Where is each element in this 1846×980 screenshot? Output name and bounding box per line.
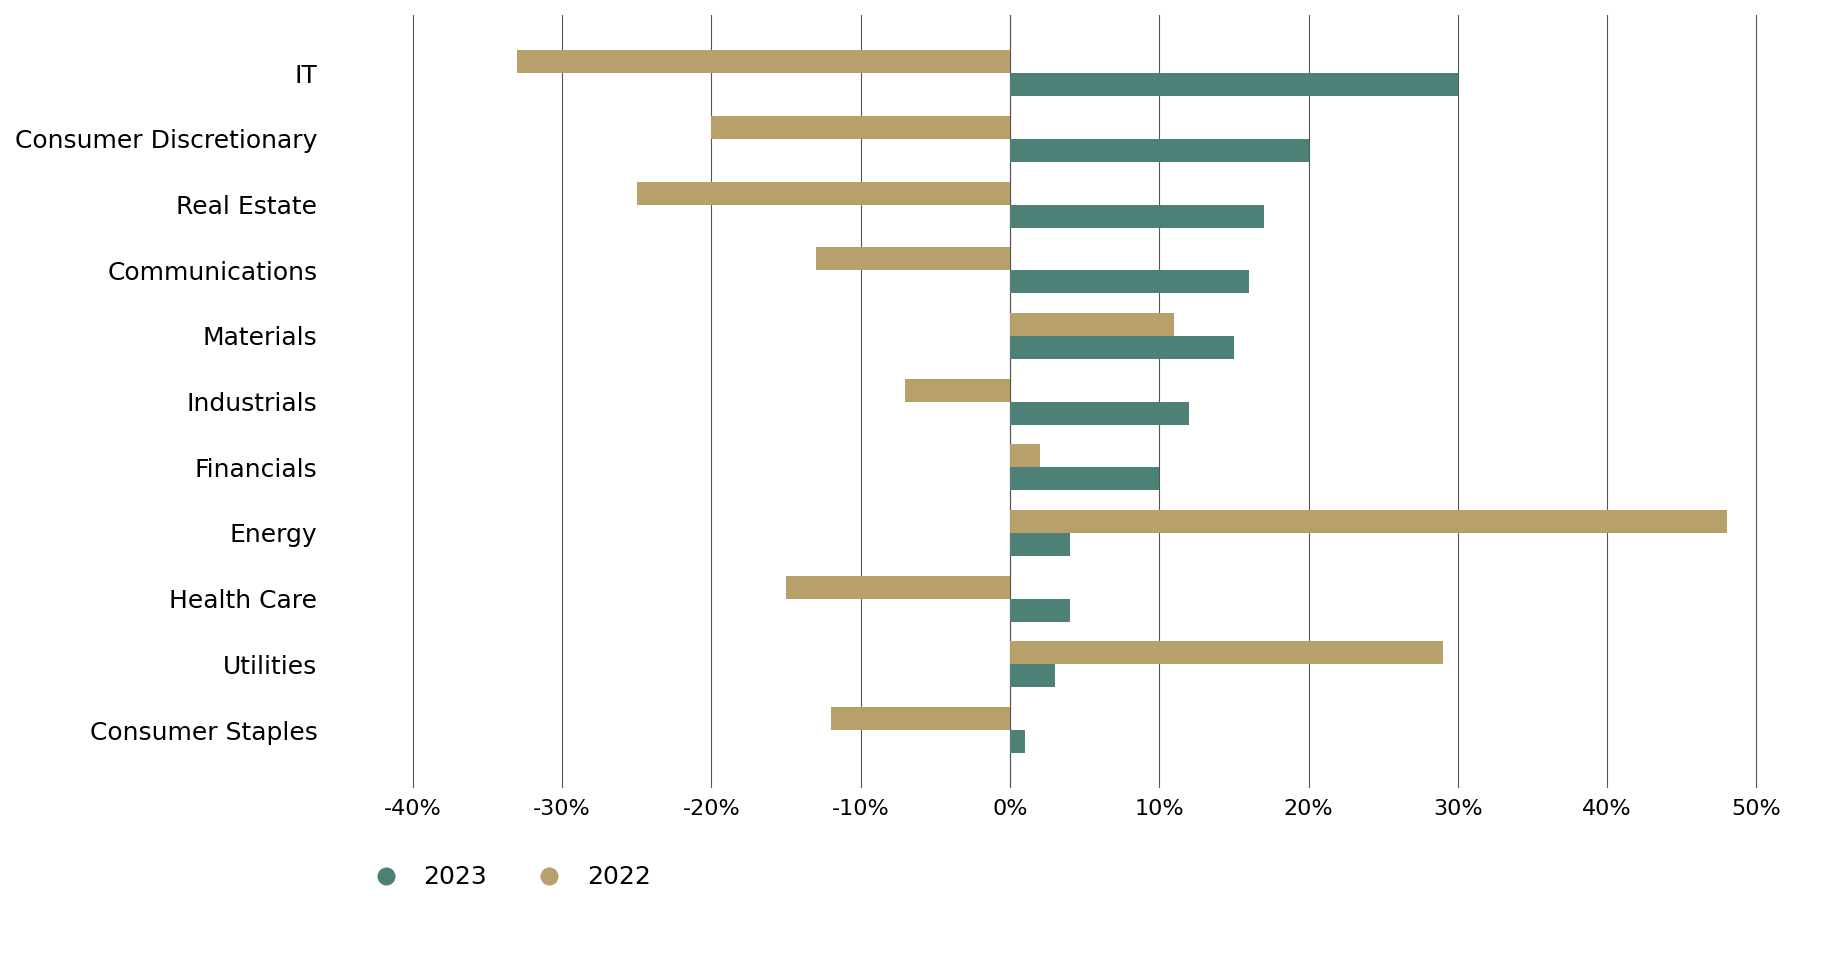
Bar bbox=[1010, 599, 1069, 621]
Bar bbox=[711, 116, 1010, 139]
Bar bbox=[1010, 313, 1174, 336]
Bar bbox=[1010, 510, 1726, 533]
Bar bbox=[906, 378, 1010, 402]
Bar bbox=[1010, 444, 1039, 467]
Bar bbox=[517, 50, 1010, 74]
Legend: 2023, 2022: 2023, 2022 bbox=[351, 856, 661, 900]
Bar bbox=[786, 575, 1010, 599]
Bar bbox=[1010, 730, 1025, 753]
Bar bbox=[1010, 467, 1159, 490]
Bar bbox=[1010, 205, 1265, 227]
Bar bbox=[1010, 641, 1444, 664]
Bar bbox=[1010, 664, 1054, 687]
Bar bbox=[1010, 74, 1458, 96]
Bar bbox=[1010, 336, 1233, 359]
Bar bbox=[1010, 270, 1248, 293]
Bar bbox=[831, 707, 1010, 730]
Bar bbox=[816, 247, 1010, 270]
Bar bbox=[637, 181, 1010, 205]
Bar bbox=[1010, 402, 1189, 424]
Bar bbox=[1010, 139, 1309, 162]
Bar bbox=[1010, 533, 1069, 556]
